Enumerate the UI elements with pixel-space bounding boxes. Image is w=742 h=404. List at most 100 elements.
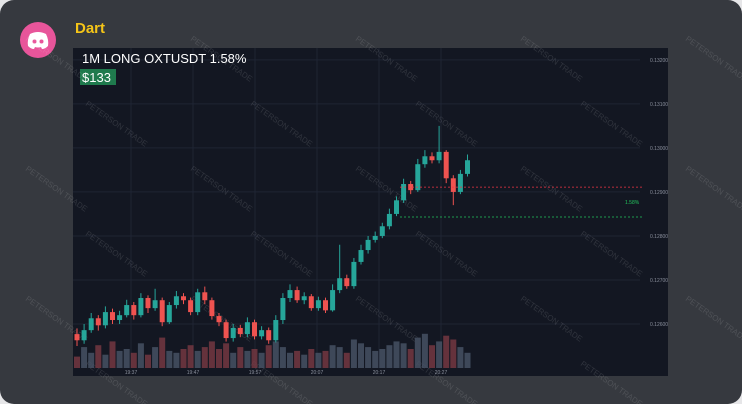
volume-bar <box>201 347 208 368</box>
volume-bar <box>329 345 336 368</box>
candle-body <box>159 300 165 323</box>
x-tick-label: 19:57 <box>249 370 262 376</box>
candle-body <box>379 226 385 236</box>
candle-body <box>117 315 123 321</box>
x-tick-label: 20:17 <box>373 370 386 376</box>
volume-bar <box>137 343 144 368</box>
volume-bar <box>350 339 357 368</box>
volume-bar <box>116 350 123 368</box>
candle-body <box>202 292 208 301</box>
volume-bar <box>244 350 251 368</box>
volume-bar <box>343 352 350 368</box>
candle-body <box>273 320 279 341</box>
volume-bar <box>173 352 180 368</box>
candle-body <box>344 278 350 287</box>
candle-body <box>166 305 172 323</box>
x-tick-label: 20:07 <box>311 370 324 376</box>
candle-body <box>280 298 286 321</box>
volume-bar <box>322 350 329 368</box>
avatar[interactable] <box>20 22 56 58</box>
volume-bar <box>365 347 372 368</box>
candle-body <box>408 184 414 191</box>
candle-body <box>301 296 307 301</box>
volume-bar <box>407 349 414 368</box>
y-tick-label: 0.13200 <box>650 58 668 64</box>
candle-body <box>323 300 328 311</box>
volume-bar <box>265 345 272 368</box>
candle-body <box>131 305 137 316</box>
volume-bar <box>358 343 364 368</box>
volume-bar <box>379 349 386 368</box>
candle-body <box>88 318 94 331</box>
volume-bar <box>166 350 173 368</box>
volume-bar <box>180 349 187 368</box>
candle-body <box>358 250 364 262</box>
candle-body <box>252 322 257 337</box>
candle-body <box>74 334 80 341</box>
volume-bar <box>145 354 151 368</box>
volume-bar <box>230 352 237 368</box>
volume-bar <box>237 347 244 368</box>
watermark: PETERSON TRADE <box>684 164 742 213</box>
volume-bar <box>436 341 443 368</box>
volume-bar <box>393 341 400 368</box>
badge: $133 <box>82 70 111 85</box>
volume-bar <box>450 339 457 368</box>
volume-bar <box>294 350 301 368</box>
candle-body <box>244 322 250 335</box>
volume-bar <box>74 356 80 368</box>
volume-bar <box>95 345 102 368</box>
candle-body <box>465 160 470 174</box>
candle-body <box>102 312 108 326</box>
candle-body <box>287 290 293 299</box>
y-tick-label: 0.12700 <box>650 278 668 284</box>
candle-body <box>223 322 229 339</box>
candle-body <box>450 178 456 192</box>
candle-body <box>259 330 265 337</box>
candle-body <box>173 296 179 306</box>
candle-body <box>138 298 144 316</box>
volume-bar <box>301 354 308 368</box>
candle-body <box>216 316 222 323</box>
candle-body <box>372 235 378 240</box>
volume-bar <box>400 343 407 368</box>
candle-body <box>386 213 392 227</box>
candle-body <box>110 312 115 321</box>
volume-bar <box>194 350 201 368</box>
volume-bar <box>308 349 315 368</box>
watermark: PETERSON TRADE <box>684 34 742 83</box>
volume-bar <box>123 349 130 368</box>
candle-body <box>188 300 194 313</box>
volume-bar <box>208 341 215 368</box>
candle-body <box>422 156 428 165</box>
candle-body <box>443 151 449 179</box>
candle-body <box>351 261 357 287</box>
volume-bar <box>102 354 109 368</box>
candle-body <box>294 290 300 301</box>
volume-bar <box>443 335 450 368</box>
candle-body <box>436 151 442 161</box>
volume-bar <box>187 345 194 368</box>
candle-body <box>365 239 371 251</box>
volume-bar <box>414 337 421 368</box>
x-tick-label: 19:37 <box>125 370 138 376</box>
y-tick-label: 0.13000 <box>650 146 668 152</box>
volume-bar <box>457 347 464 368</box>
volume-bar <box>464 352 471 368</box>
candle-body <box>394 200 399 214</box>
volume-bar <box>109 341 116 368</box>
chart-bg <box>73 48 668 376</box>
volume-bar <box>258 352 265 368</box>
author-name[interactable]: Dart <box>75 20 106 37</box>
volume-bar <box>251 349 258 368</box>
y-tick-label: 0.12600 <box>650 322 668 328</box>
candle-body <box>81 330 87 341</box>
candle-body <box>145 298 151 309</box>
volume-bar <box>421 333 428 368</box>
volume-bar <box>152 347 159 368</box>
volume-bar <box>287 352 293 368</box>
volume-bar <box>279 347 286 368</box>
